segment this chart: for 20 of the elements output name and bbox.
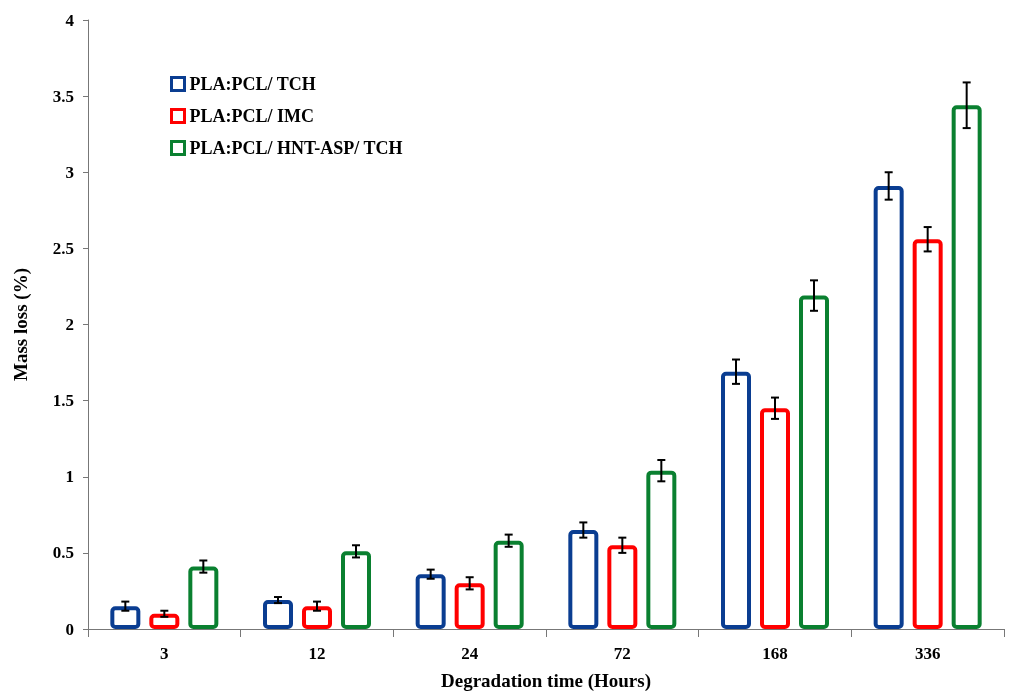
legend-label: PLA:PCL/ IMC xyxy=(189,106,314,126)
x-tick-label: 12 xyxy=(308,644,326,663)
x-tick-label: 336 xyxy=(914,644,941,663)
y-tick-label: 2 xyxy=(65,315,74,334)
y-tick-label: 1.5 xyxy=(52,391,74,411)
x-tick-label: 168 xyxy=(762,644,788,663)
x-tick-label: 72 xyxy=(613,644,631,663)
legend-label: PLA:PCL/ HNT-ASP/ TCH xyxy=(189,138,403,158)
y-tick-label: 3 xyxy=(65,162,74,182)
legend-label: PLA:PCL/ TCH xyxy=(189,74,316,94)
y-tick-label: 2.5 xyxy=(52,238,74,258)
x-axis-title: Degradation time (Hours) xyxy=(440,670,652,692)
x-tick-label: 3 xyxy=(160,644,169,663)
y-tick-label: 1 xyxy=(65,467,74,487)
y-tick-label: 3.5 xyxy=(52,86,74,106)
y-tick-label: 0 xyxy=(65,619,74,639)
y-axis-title: Mass loss (%) xyxy=(10,268,32,381)
x-tick-label: 24 xyxy=(461,644,479,663)
y-tick-label: 0.5 xyxy=(52,543,74,563)
y-tick-label: 4 xyxy=(65,10,75,30)
